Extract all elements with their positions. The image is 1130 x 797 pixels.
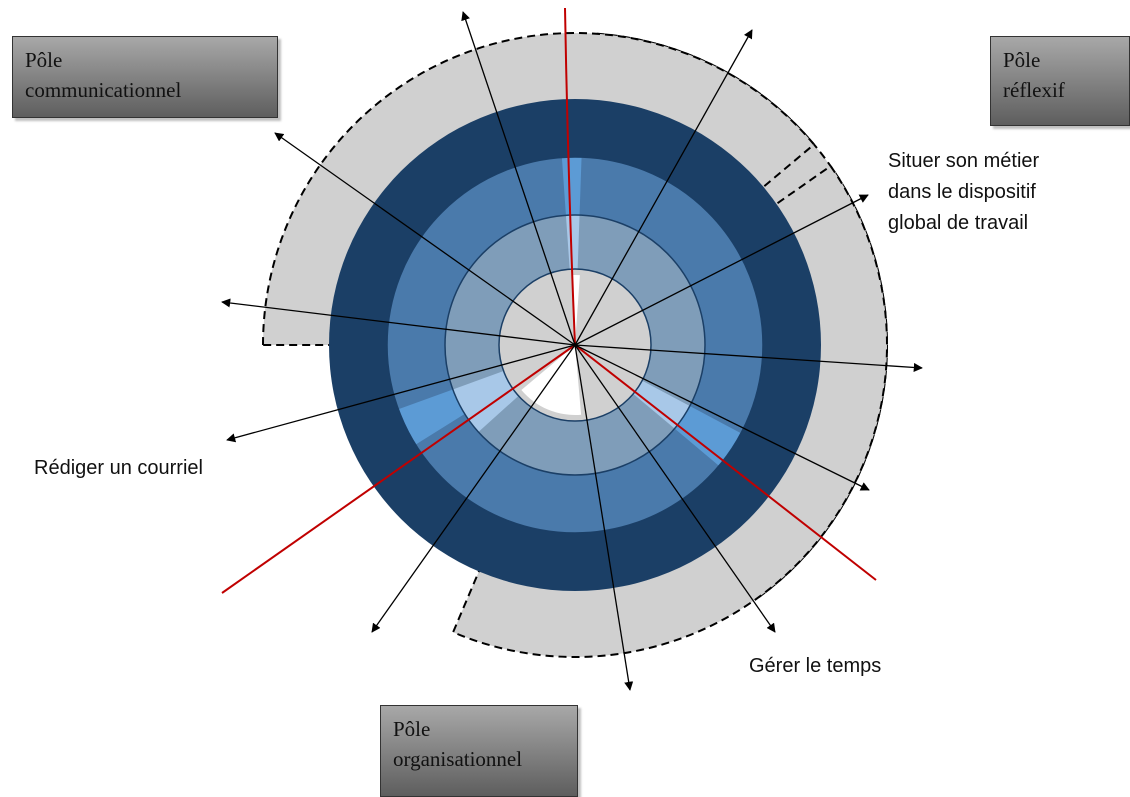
pole-reflexif-box: Pôle réflexif <box>990 36 1130 126</box>
pole-communicationnel-line2: communicationnel <box>25 78 182 102</box>
highlight-left-middle <box>398 389 465 445</box>
ring-border-1 <box>444 214 706 476</box>
pole-separator-lines <box>221 7 877 594</box>
pole-communicationnel-line1: Pôle <box>25 48 63 72</box>
separator-line-top <box>564 7 576 346</box>
separator-line-bottom-left <box>221 344 576 594</box>
label-gerer-le-temps: Gérer le temps <box>749 655 882 677</box>
arrow-6 <box>574 344 634 691</box>
arrow-11 <box>574 29 753 346</box>
arrow-8 <box>574 344 870 491</box>
label-situer-line3: global de travail <box>888 212 1029 234</box>
arrow-2 <box>274 132 576 346</box>
label-situer-line2: dans le dispositif <box>888 181 1036 203</box>
inner-white-sector <box>521 274 582 416</box>
highlight-top-inner <box>565 215 580 270</box>
ring-border-0 <box>386 156 764 534</box>
arrow-1 <box>461 11 576 346</box>
arrow-5 <box>371 344 576 633</box>
arrow-4 <box>226 344 576 443</box>
label-situer-line1: Situer son métier <box>888 150 1040 172</box>
pole-organisationnel-box: Pôle organisationnel <box>380 705 578 797</box>
label-situer-son-metier: Situer son métier dans le dispositif glo… <box>888 146 1039 239</box>
arrow-10 <box>574 194 869 346</box>
inner-white-wedge-top <box>572 274 580 345</box>
separator-line-bottom-right <box>574 344 877 581</box>
arrow-3 <box>221 298 576 346</box>
highlight-right-inner <box>633 380 690 429</box>
sector-highlights <box>398 157 741 466</box>
competence-arrows <box>221 11 923 691</box>
pole-communicationnel-box: Pôle communicationnel <box>12 36 278 118</box>
pole-organisationnel-line2: organisationnel <box>393 747 523 771</box>
pole-reflexif-line2: réflexif <box>1003 78 1065 102</box>
highlight-left-inner <box>452 370 519 432</box>
pole-reflexif-line1: Pôle <box>1003 48 1041 72</box>
inner-white-wedge-bottom <box>521 345 582 416</box>
label-rediger-un-courriel: Rédiger un courriel <box>34 457 203 479</box>
arrow-9 <box>574 344 923 372</box>
highlight-top-middle <box>561 157 582 216</box>
pole-organisationnel-line1: Pôle <box>393 717 431 741</box>
highlight-right-middle <box>674 406 741 466</box>
arrow-7 <box>574 344 776 633</box>
ring-border-2 <box>498 268 652 422</box>
ring-borders <box>386 156 764 534</box>
